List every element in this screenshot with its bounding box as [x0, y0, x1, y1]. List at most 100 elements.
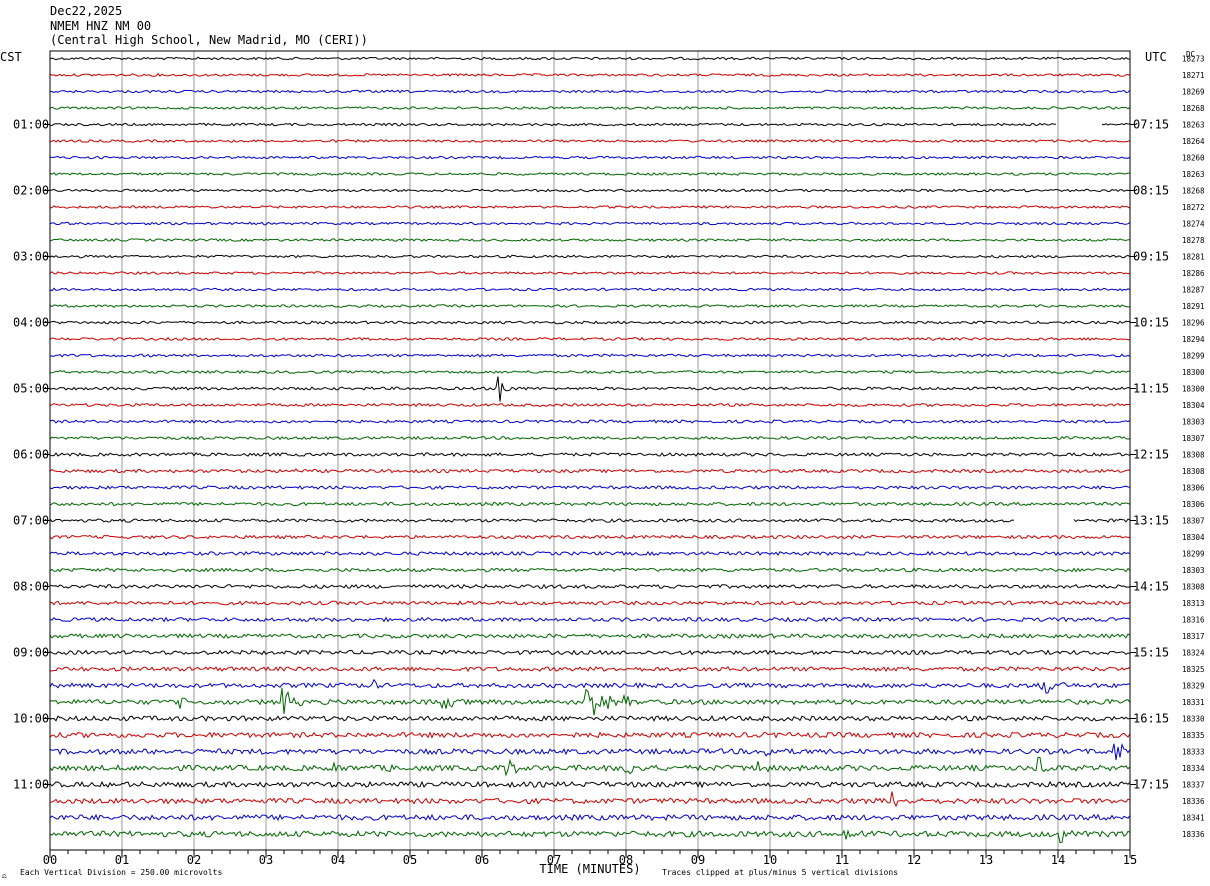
plot-header: Dec22,2025 NMEM HNZ NM 00 (Central High … — [50, 4, 368, 48]
x-tick-label: 04 — [331, 853, 345, 867]
trace-row — [49, 715, 1131, 722]
plot-frame — [49, 50, 1131, 851]
x-tick-label: 00 — [43, 853, 57, 867]
left-hour-label: 08:00 — [13, 580, 49, 594]
seismic-traces — [49, 56, 1131, 844]
plot-axes: 00 01 02 03 04 05 06 07 08 09 10 11 12 13 14 15 01:00 02:… — [13, 50, 1205, 867]
dc-offset-label: 18307 — [1182, 434, 1205, 443]
dc-offset-label: 18304 — [1182, 533, 1205, 542]
trace-row — [49, 122, 1130, 127]
trace-row — [49, 369, 1131, 375]
dc-offset-label: 18341 — [1182, 814, 1205, 823]
left-hour-label: 02:00 — [13, 184, 49, 198]
dc-offset-label: 18268 — [1182, 187, 1205, 196]
dc-offset-label: 18303 — [1182, 418, 1205, 427]
header-location: (Central High School, New Madrid, MO (CE… — [50, 33, 368, 47]
x-tick-label: 06 — [475, 853, 489, 867]
x-tick-label: 09 — [691, 853, 705, 867]
trace-row — [49, 666, 1131, 673]
right-hour-label: 12:15 — [1133, 448, 1169, 462]
trace-row — [49, 89, 1131, 94]
dc-offset-label: 18274 — [1182, 220, 1205, 229]
trace-row — [49, 419, 1131, 424]
right-hour-label: 09:15 — [1133, 250, 1169, 264]
dc-offset-label: 18330 — [1182, 715, 1205, 724]
right-hour-label: 15:15 — [1133, 646, 1169, 660]
right-hour-label: 14:15 — [1133, 580, 1169, 594]
dc-offset-label: 18336 — [1182, 830, 1205, 839]
dc-offset-label: 18308 — [1182, 451, 1205, 460]
scale-note: Each Vertical Division = 250.00 microvol… — [20, 868, 222, 877]
trace-row — [49, 678, 1131, 694]
dc-offset-label: 18324 — [1182, 649, 1205, 658]
header-station: NMEM HNZ NM 00 — [50, 18, 152, 33]
dc-offset-label: 18263 — [1182, 121, 1205, 130]
trace-row — [50, 452, 1131, 458]
trace-row — [49, 813, 1131, 822]
trace-row — [49, 287, 1131, 292]
dc-offset-label: 18296 — [1182, 319, 1205, 328]
right-axis-title: UTC — [1145, 50, 1167, 64]
trace-row — [49, 172, 1131, 176]
left-hour-label: 11:00 — [13, 778, 49, 792]
dc-offset-label: 18300 — [1182, 368, 1205, 377]
right-hour-label: 11:15 — [1133, 382, 1169, 396]
dc-offset-label: 18299 — [1182, 550, 1205, 559]
trace-row — [49, 518, 1131, 523]
trace-row — [49, 649, 1131, 656]
left-hour-label: 04:00 — [13, 316, 49, 330]
dc-offset-label: 18303 — [1182, 566, 1205, 575]
dc-offset-label: 18268 — [1182, 104, 1205, 113]
trace-row — [49, 731, 1131, 739]
right-hour-label: 16:15 — [1133, 712, 1169, 726]
x-axis-label: TIME (MINUTES) — [539, 862, 640, 876]
trace-row — [49, 742, 1131, 761]
right-hour-label: 08:15 — [1133, 184, 1169, 198]
trace-row — [49, 304, 1130, 308]
right-hour-label: 13:15 — [1133, 514, 1169, 528]
dc-offset-label: 18300 — [1182, 385, 1205, 394]
trace-row — [49, 435, 1131, 441]
dc-offset-label: 18313 — [1182, 599, 1205, 608]
x-tick-label: 13 — [979, 853, 993, 867]
left-hour-label: 10:00 — [13, 712, 49, 726]
dc-offset-label: 18269 — [1182, 88, 1205, 97]
trace-row — [49, 687, 1131, 716]
dc-offset-label: 18331 — [1182, 698, 1205, 707]
x-tick-label: 14 — [1051, 853, 1065, 867]
trace-row — [49, 353, 1131, 358]
trace-row — [49, 336, 1131, 341]
dc-offset-label: 18308 — [1182, 583, 1205, 592]
trace-row — [49, 188, 1131, 193]
dc-offset-label: 18333 — [1182, 748, 1205, 757]
dc-title: DC — [1186, 50, 1195, 59]
x-tick-label: 11 — [835, 853, 849, 867]
dc-offset-label: 18336 — [1182, 797, 1205, 806]
trace-row — [49, 756, 1131, 777]
left-hour-label: 06:00 — [13, 448, 49, 462]
dc-offset-label: 18281 — [1182, 253, 1205, 262]
dc-offset-label: 18308 — [1182, 467, 1205, 476]
trace-row — [49, 376, 1131, 402]
trace-row — [49, 567, 1131, 573]
trace-row — [49, 633, 1131, 639]
left-hour-label: 09:00 — [13, 646, 49, 660]
trace-row — [49, 320, 1131, 325]
trace-row — [49, 73, 1131, 77]
trace-row — [49, 616, 1131, 623]
minute-grid — [121, 51, 1059, 850]
dc-offset-label: 18329 — [1182, 682, 1205, 691]
trace-row — [49, 829, 1131, 844]
trace-row — [50, 600, 1131, 606]
dc-offset-label: 18263 — [1182, 170, 1205, 179]
dc-offset-label: 18260 — [1182, 154, 1205, 163]
dc-offset-label: 18264 — [1182, 137, 1205, 146]
x-tick-label: 03 — [259, 853, 273, 867]
x-tick-label: 15 — [1123, 853, 1137, 867]
trace-row — [49, 550, 1131, 556]
left-hour-label: 01:00 — [13, 118, 49, 132]
dc-offset-label: 18287 — [1182, 286, 1205, 295]
trace-row — [49, 221, 1131, 226]
dc-offset-label: 18291 — [1182, 302, 1205, 311]
trace-row — [49, 791, 1131, 808]
